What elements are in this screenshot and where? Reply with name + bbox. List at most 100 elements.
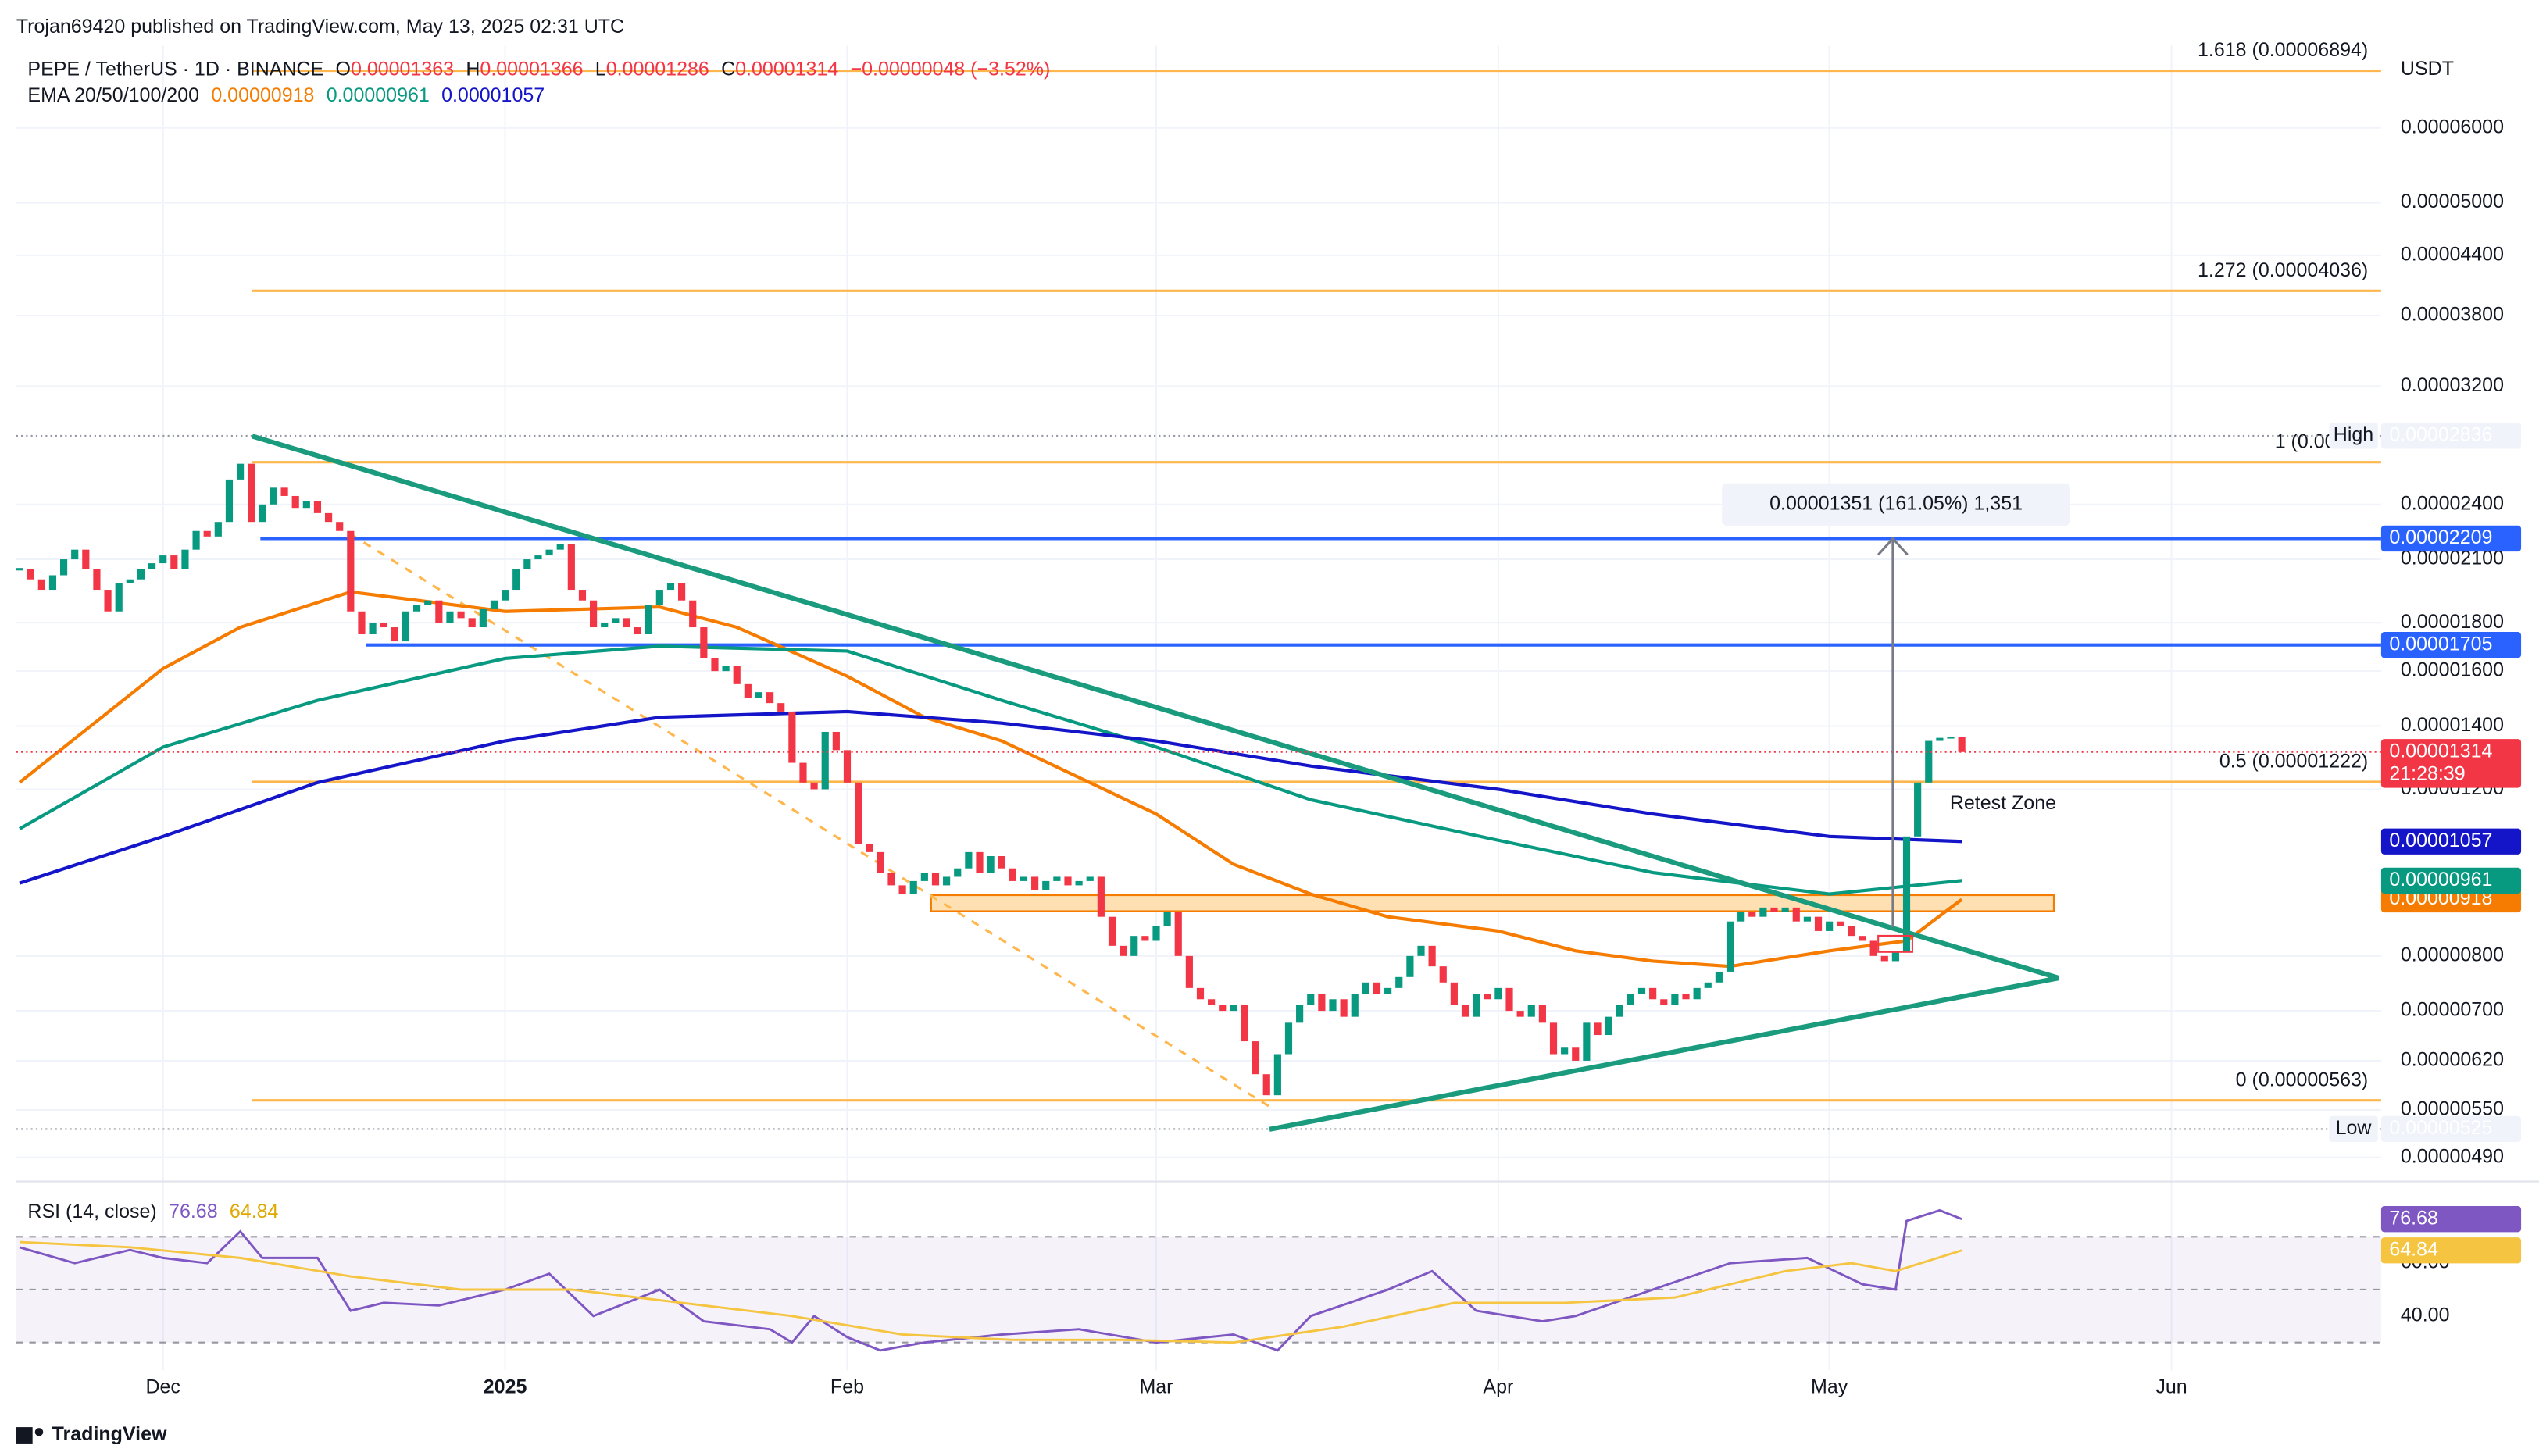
candle [1891, 951, 1899, 962]
ema-value: 0.00001057 [441, 84, 545, 106]
candle [567, 544, 575, 591]
price-tag [2380, 739, 2522, 788]
candle [1064, 876, 1072, 886]
price-tag [2380, 867, 2522, 894]
candle [291, 495, 299, 509]
candle [1770, 907, 1778, 912]
candle [446, 611, 454, 623]
price-tag-label: 64.84 [2389, 1238, 2438, 1260]
rsi-tick-label: 40.00 [2401, 1304, 2450, 1326]
candle [369, 623, 377, 634]
y-tick-label: 0.00003200 [2401, 374, 2504, 396]
candle [413, 605, 421, 612]
candle [1583, 1022, 1591, 1061]
candle [248, 463, 255, 523]
candle [1130, 936, 1138, 956]
trendline [1269, 976, 2060, 1132]
candle [920, 873, 928, 881]
ohlc-value: 0.00001314 [735, 58, 838, 80]
ema-title: EMA 20/50/100/200 [27, 84, 199, 106]
candle [678, 583, 686, 601]
candle [468, 618, 476, 628]
y-tick-label: 0.00000490 [2401, 1145, 2504, 1167]
candle [766, 692, 774, 704]
candle [578, 590, 587, 601]
candle [711, 658, 719, 672]
candle [700, 627, 708, 658]
candle [1803, 916, 1811, 922]
candle [302, 501, 310, 509]
candle [1406, 955, 1414, 977]
rsi-legend: RSI (14, close) 76.68 64.84 [27, 1201, 278, 1222]
candle [909, 880, 917, 894]
candle [1527, 1005, 1535, 1017]
candle [1484, 994, 1491, 1000]
candle [170, 555, 178, 569]
candle [534, 555, 542, 560]
candle [1307, 994, 1315, 1005]
rsi-value: 76.68 [169, 1201, 218, 1222]
candle [1925, 740, 1933, 783]
candle [1318, 994, 1326, 1012]
fib-label: 1.272 (0.00004036) [2198, 259, 2368, 281]
candle [203, 530, 211, 537]
ohlc-value: 0.00001363 [351, 58, 454, 80]
ema-legend: EMA 20/50/100/200 0.00000918 0.00000961 … [27, 84, 545, 106]
candle [313, 501, 322, 513]
candle [27, 569, 34, 580]
candle [1880, 955, 1888, 962]
price-tag-label: 0.00001705 [2389, 633, 2492, 655]
candle [1649, 987, 1657, 1000]
currency: USDT [2401, 58, 2454, 80]
candle [601, 623, 609, 628]
price-tag-label: 0.00002209 [2389, 526, 2492, 548]
tag-name-box [2329, 1115, 2378, 1143]
candle [1262, 1074, 1270, 1096]
y-tick-label: 0.00000700 [2401, 999, 2504, 1021]
price-tag-label: 0.00001314 [2389, 740, 2492, 762]
y-tick-label: 0.00000620 [2401, 1049, 2504, 1071]
candle [71, 549, 79, 560]
candle [457, 611, 465, 619]
candle [1616, 1005, 1623, 1017]
fib-label: 0 (0.00000563) [2236, 1069, 2369, 1090]
candle [1914, 782, 1922, 837]
candle [1009, 868, 1016, 881]
candle [48, 575, 57, 591]
y-tick-label: 0.00001600 [2401, 659, 2504, 681]
brand-logo [34, 1428, 44, 1436]
price-tag [2380, 828, 2522, 855]
tag-name-box [2329, 423, 2378, 449]
x-tick-label: Dec [145, 1376, 180, 1398]
y-tick-label: 0.00001800 [2401, 611, 2504, 633]
candle [1020, 876, 1028, 881]
candle [59, 559, 68, 576]
candle [1792, 907, 1800, 922]
ema-value: 0.00000918 [211, 84, 314, 106]
price-tag-label: 0.00002836 [2389, 424, 2492, 446]
candle [325, 512, 333, 523]
y-tick-label: 0.00005000 [2401, 191, 2504, 212]
candle [1505, 987, 1513, 1012]
candle [1395, 976, 1403, 988]
candle [1748, 912, 1756, 917]
candle [1208, 999, 1216, 1005]
candle [1384, 987, 1392, 994]
candle [1572, 1047, 1580, 1061]
candle [1075, 880, 1083, 886]
candle [666, 583, 675, 591]
candle [93, 569, 101, 591]
candle [1715, 971, 1723, 983]
candle [1329, 999, 1337, 1012]
candle [1120, 945, 1127, 956]
candle [998, 856, 1005, 869]
candle [733, 666, 741, 684]
candle [1848, 926, 1855, 937]
candle [1737, 912, 1745, 922]
candle [512, 569, 520, 591]
candle [1031, 876, 1039, 890]
ohlc-key: H [466, 58, 480, 80]
ohlc-value: 0.00001366 [480, 58, 583, 80]
candle [1340, 999, 1348, 1017]
